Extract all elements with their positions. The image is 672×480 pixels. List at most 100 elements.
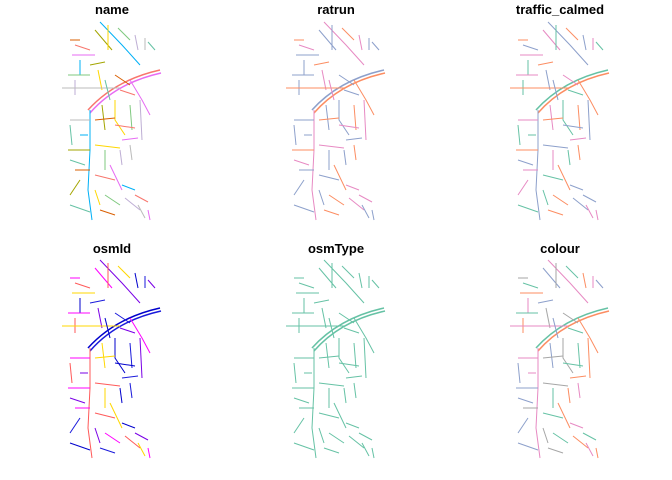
road-segment bbox=[567, 149, 571, 166]
road-segment bbox=[358, 34, 363, 51]
road-segment bbox=[542, 382, 569, 387]
road-segment bbox=[542, 144, 569, 149]
road-segment bbox=[338, 74, 355, 86]
road-segment bbox=[361, 442, 370, 457]
road-segment bbox=[94, 189, 101, 206]
road-segment bbox=[104, 317, 111, 339]
road-segment bbox=[311, 69, 385, 111]
road-segment bbox=[69, 397, 86, 404]
road-segment bbox=[318, 355, 340, 359]
road-segment bbox=[537, 299, 554, 304]
road-segment bbox=[119, 149, 123, 166]
road-segment bbox=[94, 117, 116, 121]
road-segment bbox=[318, 267, 337, 289]
road-segment bbox=[69, 442, 91, 451]
road-segment bbox=[542, 355, 564, 359]
map-panel-osmtype bbox=[286, 259, 386, 459]
road-segment bbox=[114, 124, 136, 129]
road-segment bbox=[547, 21, 589, 66]
road-segment bbox=[535, 69, 609, 111]
road-segment bbox=[137, 204, 146, 219]
road-segment bbox=[338, 362, 360, 367]
road-segment bbox=[147, 209, 151, 221]
road-segment bbox=[565, 27, 579, 41]
road-segment bbox=[87, 348, 93, 459]
road-segment bbox=[94, 29, 113, 51]
road-segment bbox=[87, 307, 161, 349]
road-segment bbox=[311, 348, 317, 459]
road-segment bbox=[517, 397, 534, 404]
road-segment bbox=[69, 179, 81, 196]
road-segment bbox=[537, 72, 610, 114]
road-segment bbox=[114, 312, 131, 324]
road-segment bbox=[147, 41, 156, 51]
road-segment bbox=[537, 61, 554, 66]
road-segment bbox=[353, 79, 375, 116]
road-segment bbox=[94, 267, 113, 289]
map-panel-colour bbox=[510, 259, 610, 459]
road-segment bbox=[69, 417, 81, 434]
road-segment bbox=[569, 375, 587, 379]
road-segment bbox=[94, 382, 121, 387]
road-segment bbox=[101, 104, 106, 131]
road-segment bbox=[517, 179, 529, 196]
road-segment bbox=[569, 184, 584, 191]
road-segment bbox=[129, 79, 151, 116]
road-segment bbox=[328, 317, 335, 339]
road-segment bbox=[129, 104, 133, 131]
road-segment bbox=[311, 110, 317, 221]
road-segment bbox=[323, 259, 365, 304]
road-segment bbox=[577, 317, 599, 354]
road-segment bbox=[328, 432, 345, 444]
road-segment bbox=[517, 362, 521, 384]
road-segment bbox=[147, 279, 156, 289]
road-segment bbox=[117, 27, 131, 41]
road-segment bbox=[353, 382, 357, 399]
road-segment bbox=[585, 442, 594, 457]
road-segment bbox=[585, 204, 594, 219]
road-segment bbox=[562, 362, 584, 367]
road-segment bbox=[577, 79, 599, 116]
panel-title-osmid: osmId bbox=[92, 241, 132, 256]
road-segment bbox=[147, 447, 151, 459]
road-segment bbox=[89, 61, 106, 66]
road-segment bbox=[293, 417, 305, 434]
road-segment bbox=[99, 259, 141, 304]
road-segment bbox=[124, 435, 141, 449]
road-segment bbox=[101, 342, 106, 369]
road-segment bbox=[595, 209, 599, 221]
road-segment bbox=[338, 338, 350, 374]
panel-title-name: name bbox=[95, 2, 129, 17]
road-segment bbox=[517, 124, 521, 146]
road-segment bbox=[345, 422, 360, 429]
road-segment bbox=[542, 267, 561, 289]
road-segment bbox=[338, 124, 360, 129]
road-segment bbox=[318, 427, 325, 444]
road-segment bbox=[582, 34, 587, 51]
road-segment bbox=[323, 447, 340, 454]
road-segment bbox=[69, 204, 91, 213]
road-segment bbox=[517, 204, 539, 213]
road-segment bbox=[87, 110, 93, 221]
road-segment bbox=[298, 44, 315, 51]
road-segment bbox=[109, 164, 123, 191]
road-segment bbox=[139, 337, 143, 379]
road-segment bbox=[74, 282, 91, 289]
road-segment bbox=[121, 422, 136, 429]
road-segment bbox=[535, 307, 609, 349]
road-segment bbox=[134, 432, 149, 441]
road-segment bbox=[333, 164, 347, 191]
road-segment bbox=[129, 342, 133, 369]
road-segment bbox=[99, 447, 116, 454]
road-segment bbox=[94, 144, 121, 149]
road-segment bbox=[545, 307, 551, 329]
road-segment bbox=[557, 164, 571, 191]
road-segment bbox=[293, 159, 310, 166]
panel-title-colour: colour bbox=[540, 241, 580, 256]
panel-title-traffic-calmed: traffic_calmed bbox=[515, 2, 605, 17]
road-segment bbox=[325, 342, 330, 369]
road-segment bbox=[353, 342, 357, 369]
road-segment bbox=[363, 337, 367, 379]
road-segment bbox=[293, 442, 315, 451]
